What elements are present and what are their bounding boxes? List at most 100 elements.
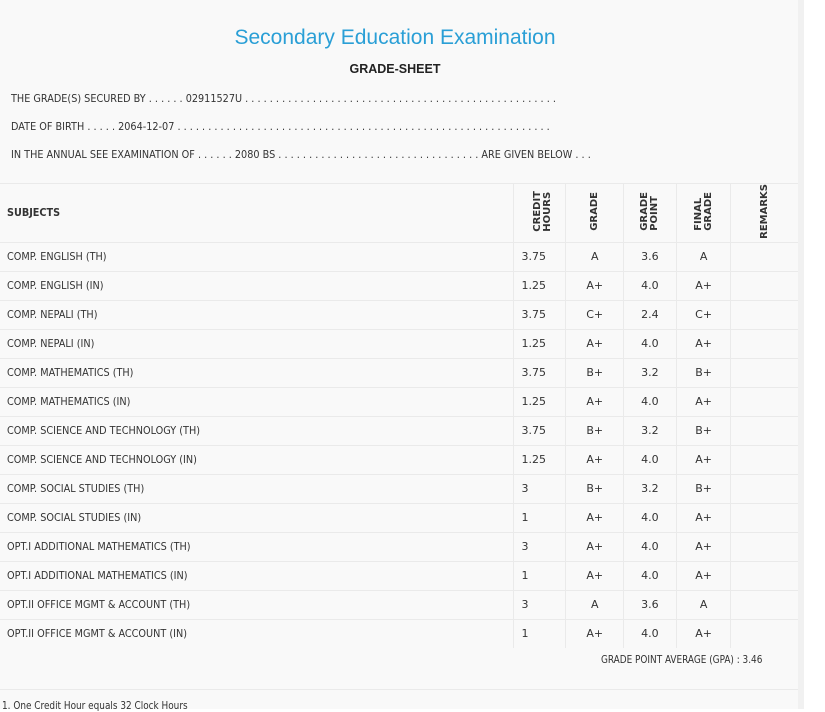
footnote: 1. One Credit Hour equals 32 Clock Hours — [2, 699, 188, 712]
info-trail: . . . . . . . . . . . . . . . . . . . . … — [174, 120, 550, 133]
table-row: OPT.I ADDITIONAL MATHEMATICS (IN) 1 A+ 4.0 A… — [0, 560, 798, 591]
table-row: COMP. SOCIAL STUDIES (TH) 3 B+ 3.2 B+ — [0, 473, 798, 504]
subject-cell: COMP. NEPALI (TH) — [0, 299, 514, 330]
grade-point-cell: 2.4 — [623, 299, 677, 330]
grade-sheet-page: Secondary Education Examination GRADE-SH… — [0, 26, 798, 712]
final-grade-cell: A — [675, 589, 731, 620]
info-trail: . . . . . . . . . . . . . . . . . . . . … — [275, 148, 591, 161]
final-grade-cell: A+ — [675, 270, 731, 301]
subject-cell: OPT.II OFFICE MGMT & ACCOUNT (IN) — [0, 618, 514, 648]
info-trail: . . . . . . . . . . . . . . . . . . . . … — [242, 92, 556, 105]
credit-hours-cell: 1.25 — [512, 444, 566, 475]
remarks-cell — [730, 589, 798, 620]
table-row: COMP. NEPALI (TH) 3.75 C+ 2.4 C+ — [0, 299, 798, 330]
table-row: COMP. MATHEMATICS (TH) 3.75 B+ 3.2 B+ — [0, 357, 798, 388]
grade-point-cell: 4.0 — [623, 386, 677, 417]
header-grade-point: GRADE POINT — [623, 183, 677, 243]
grade-point-cell: 3.2 — [623, 473, 677, 504]
final-grade-cell: A+ — [675, 328, 731, 359]
table-header-row: SUBJECTS CREDIT HOURS GRADE GRADE POINT FI… — [0, 183, 798, 243]
page-title: Secondary Education Examination — [234, 26, 556, 49]
subject-cell: COMP. SCIENCE AND TECHNOLOGY (TH) — [0, 415, 514, 446]
info-label: THE GRADE(S) SECURED BY — [11, 92, 146, 105]
info-line: THE GRADE(S) SECURED BY . . . . . . 0291… — [11, 92, 556, 105]
table-row: COMP. MATHEMATICS (IN) 1.25 A+ 4.0 A+ — [0, 386, 798, 417]
info-lead: . . . . . — [84, 120, 119, 133]
credit-hours-cell: 1.25 — [512, 386, 566, 417]
credit-hours-cell: 1.25 — [512, 270, 566, 301]
divider — [0, 689, 798, 690]
subject-cell: COMP. MATHEMATICS (TH) — [0, 357, 514, 388]
subject-cell: OPT.II OFFICE MGMT & ACCOUNT (TH) — [0, 589, 514, 620]
grade-point-cell: 4.0 — [623, 560, 677, 591]
final-grade-cell: A+ — [675, 531, 731, 562]
scrollbar-track[interactable] — [798, 0, 804, 709]
grade-cell: A+ — [565, 328, 624, 359]
subject-cell: OPT.I ADDITIONAL MATHEMATICS (IN) — [0, 560, 514, 591]
final-grade-cell: B+ — [675, 415, 731, 446]
grade-cell: A+ — [565, 270, 624, 301]
final-grade-cell: A+ — [675, 618, 731, 648]
grade-cell: A+ — [565, 444, 624, 475]
grades-table: SUBJECTS CREDIT HOURS GRADE GRADE POINT FI… — [0, 183, 798, 648]
remarks-cell — [730, 386, 798, 417]
table-row: OPT.II OFFICE MGMT & ACCOUNT (IN) 1 A+ 4.0 A… — [0, 618, 798, 648]
remarks-cell — [730, 473, 798, 504]
final-grade-cell: A+ — [675, 444, 731, 475]
final-grade-cell: C+ — [675, 299, 731, 330]
final-grade-cell: B+ — [675, 473, 731, 504]
table-row: OPT.II OFFICE MGMT & ACCOUNT (TH) 3 A 3.6 A — [0, 589, 798, 620]
info-lead: . . . . . . — [145, 92, 186, 105]
info-line: DATE OF BIRTH . . . . . 2064-12-07 . . .… — [11, 120, 550, 133]
final-grade-cell: A+ — [675, 386, 731, 417]
subject-cell: COMP. ENGLISH (IN) — [0, 270, 514, 301]
subject-cell: OPT.I ADDITIONAL MATHEMATICS (TH) — [0, 531, 514, 562]
table-row: COMP. NEPALI (IN) 1.25 A+ 4.0 A+ — [0, 328, 798, 359]
grade-cell: B+ — [565, 357, 624, 388]
remarks-cell — [730, 531, 798, 562]
credit-hours-cell: 3.75 — [512, 357, 566, 388]
subject-cell: COMP. SCIENCE AND TECHNOLOGY (IN) — [0, 444, 514, 475]
remarks-cell — [730, 502, 798, 533]
credit-hours-cell: 3.75 — [512, 415, 566, 446]
grade-cell: A+ — [565, 531, 624, 562]
grade-point-cell: 4.0 — [623, 328, 677, 359]
header-credit-hours: CREDIT HOURS — [512, 183, 566, 243]
final-grade-cell: A+ — [675, 502, 731, 533]
credit-hours-cell: 1 — [512, 502, 566, 533]
table-row: COMP. SCIENCE AND TECHNOLOGY (TH) 3.75 B+ 3… — [0, 415, 798, 446]
info-line: IN THE ANNUAL SEE EXAMINATION OF . . . .… — [11, 148, 591, 161]
grade-point-cell: 3.2 — [623, 415, 677, 446]
credit-hours-cell: 1 — [512, 560, 566, 591]
subject-cell: COMP. SOCIAL STUDIES (TH) — [0, 473, 514, 504]
remarks-cell — [730, 560, 798, 591]
remarks-cell — [730, 241, 798, 272]
info-value: 2080 BS — [234, 148, 276, 161]
grade-cell: A — [565, 241, 624, 272]
credit-hours-cell: 1 — [512, 618, 566, 648]
remarks-cell — [730, 270, 798, 301]
grade-point-cell: 4.0 — [623, 502, 677, 533]
grade-point-cell: 4.0 — [623, 270, 677, 301]
info-label: IN THE ANNUAL SEE EXAMINATION OF — [11, 148, 195, 161]
grade-point-cell: 4.0 — [623, 531, 677, 562]
remarks-cell — [730, 415, 798, 446]
grade-cell: A — [565, 589, 624, 620]
grade-point-cell: 4.0 — [623, 444, 677, 475]
header-subjects: SUBJECTS — [0, 183, 514, 243]
header-remarks: REMARKS — [730, 183, 798, 243]
credit-hours-cell: 3 — [512, 589, 566, 620]
grade-cell: A+ — [565, 618, 624, 648]
grade-cell: B+ — [565, 415, 624, 446]
credit-hours-cell: 3 — [512, 473, 566, 504]
grade-cell: A+ — [565, 386, 624, 417]
grade-point-cell: 4.0 — [623, 618, 677, 648]
grade-cell: A+ — [565, 502, 624, 533]
remarks-cell — [730, 299, 798, 330]
page-subtitle: GRADE-SHEET — [349, 62, 441, 76]
info-value: 2064-12-07 — [118, 120, 175, 133]
table-row: COMP. SCIENCE AND TECHNOLOGY (IN) 1.25 A+ 4… — [0, 444, 798, 475]
subject-cell: COMP. ENGLISH (TH) — [0, 241, 514, 272]
final-grade-cell: B+ — [675, 357, 731, 388]
table-row: COMP. ENGLISH (IN) 1.25 A+ 4.0 A+ — [0, 270, 798, 301]
